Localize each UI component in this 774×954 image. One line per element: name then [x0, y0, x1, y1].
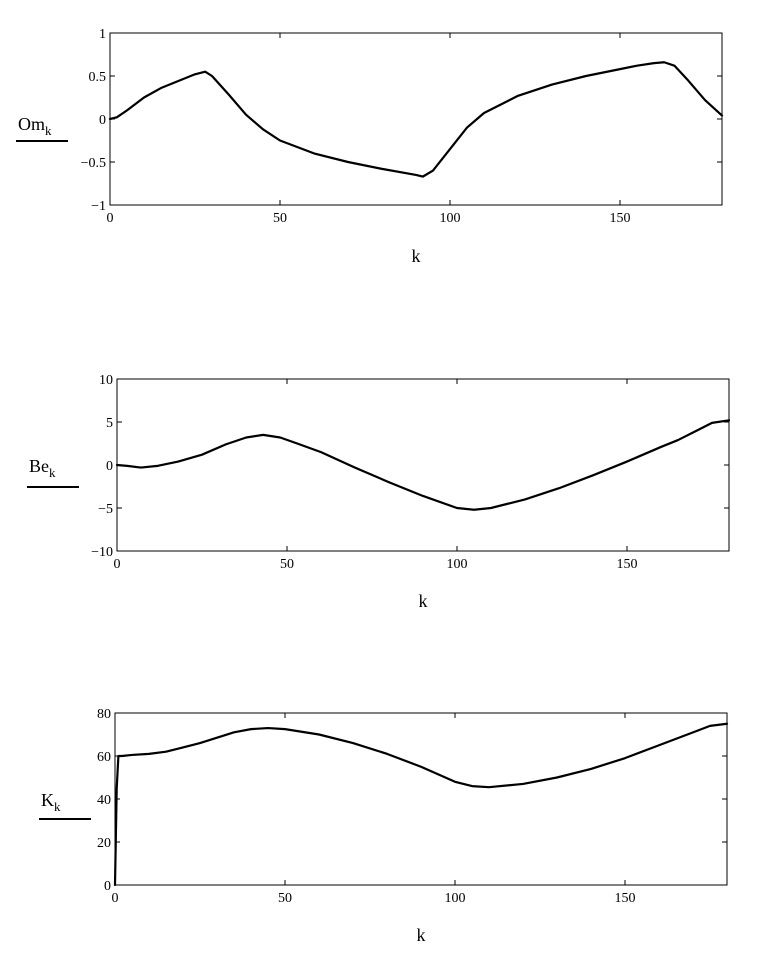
series-line-1: [108, 61, 724, 178]
x-axis-label: k: [417, 925, 426, 945]
y-tick-label: 0: [99, 113, 106, 128]
y-tick-label: −5: [98, 502, 113, 517]
y-axis-label-subscript: k: [54, 799, 61, 814]
series-line-1: [115, 419, 731, 511]
x-tick-label: 150: [617, 557, 638, 572]
x-tick-label: 50: [273, 211, 287, 226]
y-tick-label: 80: [97, 707, 111, 722]
x-tick-label: 0: [112, 891, 119, 906]
y-axis-label-subscript: k: [45, 123, 52, 138]
plot-frame: [109, 32, 723, 206]
x-tick-label: 0: [114, 557, 121, 572]
plot-frame: [116, 378, 730, 552]
y-tick-label: 60: [97, 750, 111, 765]
x-axis-label: k: [419, 591, 428, 611]
y-axis-label-main: Om: [18, 114, 45, 134]
y-tick-label: 10: [99, 373, 113, 388]
y-axis-label: Omk: [18, 114, 52, 138]
y-axis-label: Kk: [41, 790, 61, 814]
x-tick-label: 100: [447, 557, 468, 572]
x-tick-label: 100: [445, 891, 466, 906]
y-tick-label: 40: [97, 793, 111, 808]
y-tick-label: 0: [106, 459, 113, 474]
y-tick-label: −0.5: [81, 156, 106, 171]
x-tick-label: 50: [280, 557, 294, 572]
y-tick-label: 0: [104, 879, 111, 894]
y-axis-label-main: K: [41, 790, 54, 810]
y-axis-label-main: Be: [29, 456, 49, 476]
x-tick-label: 150: [610, 211, 631, 226]
y-tick-label: 0.5: [89, 70, 107, 85]
x-tick-label: 0: [107, 211, 114, 226]
y-tick-label: 1: [99, 27, 106, 42]
x-tick-label: 100: [440, 211, 461, 226]
y-axis-label: Bek: [29, 456, 56, 480]
x-axis-label: k: [412, 246, 421, 266]
y-tick-label: 20: [97, 836, 111, 851]
y-tick-label: −10: [91, 545, 113, 560]
series-line-1: [113, 722, 729, 887]
x-tick-label: 150: [615, 891, 636, 906]
plot-frame: [114, 712, 728, 886]
y-tick-label: −1: [91, 199, 106, 214]
y-tick-label: 5: [106, 416, 113, 431]
y-axis-label-subscript: k: [49, 465, 56, 480]
x-tick-label: 50: [278, 891, 292, 906]
